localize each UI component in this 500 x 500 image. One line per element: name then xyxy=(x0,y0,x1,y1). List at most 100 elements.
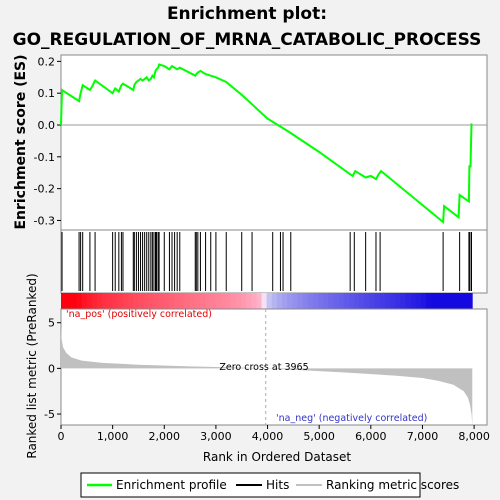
ranking-color-band xyxy=(61,293,473,309)
band-segment xyxy=(292,293,298,309)
es-y-label: Enrichment score (ES) xyxy=(13,54,29,229)
band-segment xyxy=(328,293,334,309)
band-segment xyxy=(261,293,268,309)
es-plot-area xyxy=(60,54,488,231)
enrichment-profile-line xyxy=(60,63,473,225)
ranking-metric-area xyxy=(61,322,473,425)
es-y-tick-label: -0.2 xyxy=(34,183,55,196)
band-segment xyxy=(138,293,144,309)
band-segment xyxy=(112,293,118,309)
chart-title-line1: Enrichment plot: xyxy=(167,4,327,24)
band-segment xyxy=(333,293,340,309)
band-segment xyxy=(369,293,376,309)
band-segment xyxy=(467,293,473,309)
band-segment xyxy=(379,293,386,309)
band-segment xyxy=(384,293,391,309)
legend-label-hits: Hits xyxy=(266,478,289,492)
band-segment xyxy=(179,293,185,309)
band-segment xyxy=(395,293,401,309)
band-segment xyxy=(102,293,108,309)
band-segment xyxy=(312,293,319,309)
x-tick-label: 6,000 xyxy=(355,430,387,443)
es-y-tick-label: -0.1 xyxy=(34,151,55,164)
x-tick-label: 3,000 xyxy=(200,430,232,443)
band-segment xyxy=(61,293,67,309)
metric-y-ticks: -5 0 5 xyxy=(44,317,61,421)
band-segment xyxy=(359,293,365,309)
band-segment xyxy=(415,293,422,309)
band-segment xyxy=(446,293,453,309)
band-segment xyxy=(246,293,252,309)
x-axis-ticks: 0 1,000 2,000 3,000 4,000 5,000 6,000 7,000 8,00… xyxy=(58,425,490,443)
metric-y-tick-label: 0 xyxy=(48,362,55,375)
es-panel: -0.3 -0.2 -0.1 0.0 0.1 0.2 Enrichment score (… xyxy=(13,54,488,231)
band-segment xyxy=(338,293,345,309)
band-segment xyxy=(210,293,216,309)
band-segment xyxy=(287,293,293,309)
band-segment xyxy=(204,293,211,309)
band-segment xyxy=(374,293,381,309)
band-segment xyxy=(235,293,242,309)
x-tick-label: 4,000 xyxy=(252,430,284,443)
band-segment xyxy=(148,293,154,309)
pos-label: 'na_pos' (positively correlated) xyxy=(66,309,212,320)
x-tick-label: 2,000 xyxy=(149,430,181,443)
x-axis-label: Rank in Ordered Dataset xyxy=(203,450,351,464)
band-segment xyxy=(426,293,432,309)
band-segment xyxy=(225,293,232,309)
band-segment xyxy=(348,293,355,309)
band-segment xyxy=(76,293,82,309)
band-segment xyxy=(256,293,262,309)
band-segment xyxy=(436,293,442,309)
band-segment xyxy=(318,293,324,309)
band-segment xyxy=(405,293,411,309)
chart-title-line2: GO_REGULATION_OF_MRNA_CATABOLIC_PROCESS xyxy=(13,30,482,50)
band-segment xyxy=(251,293,257,309)
band-segment xyxy=(431,293,437,309)
band-segment xyxy=(189,293,196,309)
metric-y-tick-label: -5 xyxy=(44,408,55,421)
metric-y-label: Ranked list metric (PreRanked) xyxy=(25,273,39,458)
metric-y-tick-label: 5 xyxy=(48,317,55,330)
es-y-ticks: -0.3 -0.2 -0.1 0.0 0.1 0.2 xyxy=(34,55,61,227)
x-tick-label: 0 xyxy=(58,430,65,443)
band-segment xyxy=(276,293,283,309)
band-segment xyxy=(91,293,98,309)
band-segment xyxy=(266,293,273,309)
band-segment xyxy=(230,293,237,309)
band-segment xyxy=(81,293,88,309)
band-segment xyxy=(441,293,447,309)
neg-label: 'na_neg' (negatively correlated) xyxy=(276,413,427,424)
x-tick-label: 7,000 xyxy=(407,430,439,443)
band-segment xyxy=(307,293,314,309)
band-segment xyxy=(153,293,160,309)
x-tick-label: 8,000 xyxy=(458,430,490,443)
band-segment xyxy=(174,293,180,309)
band-segment xyxy=(66,293,72,309)
band-segment xyxy=(282,293,288,309)
legend-label-profile: Enrichment profile xyxy=(116,478,227,492)
hit-marks xyxy=(61,232,473,291)
x-tick-label: 5,000 xyxy=(303,430,335,443)
x-tick-label: 1,000 xyxy=(97,430,129,443)
band-segment xyxy=(127,293,134,309)
band-segment xyxy=(199,293,206,309)
metric-panel: -505 'na_pos' (positively correlated) Ze… xyxy=(25,273,488,459)
band-segment xyxy=(297,293,304,309)
band-segment xyxy=(184,293,190,309)
band-segment xyxy=(271,293,278,309)
band-segment xyxy=(354,293,360,309)
band-segment xyxy=(240,293,247,309)
band-segment xyxy=(194,293,201,309)
band-segment xyxy=(400,293,406,309)
band-segment xyxy=(132,293,139,309)
band-segment xyxy=(71,293,77,309)
hits-panel xyxy=(60,229,488,294)
band-segment xyxy=(420,293,427,309)
es-y-tick-label: -0.3 xyxy=(34,214,55,227)
band-segment xyxy=(390,293,396,309)
band-segment xyxy=(122,293,129,309)
band-segment xyxy=(86,293,93,309)
band-segment xyxy=(451,293,458,309)
